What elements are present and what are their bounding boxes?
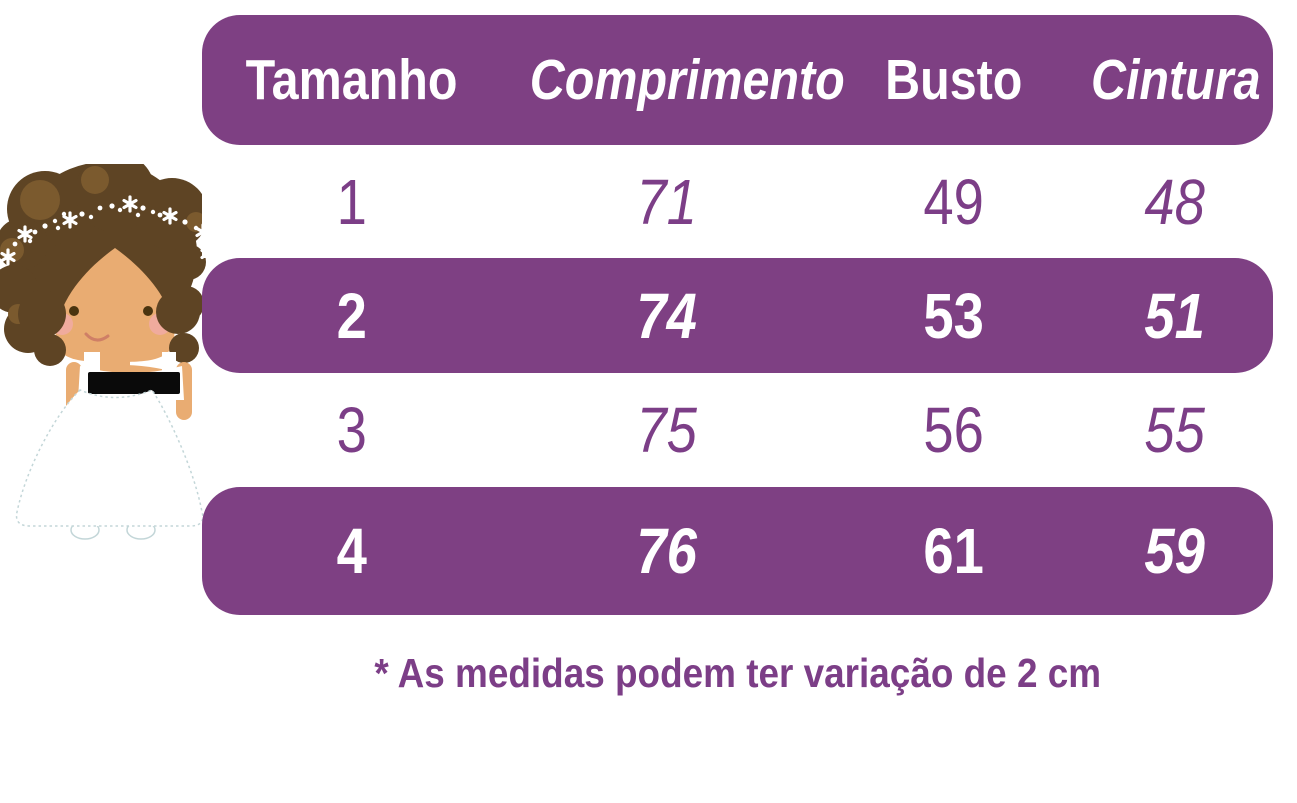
header-cell-tamanho: Tamanho <box>246 48 458 112</box>
cell-bust: 49 <box>923 165 985 238</box>
cell-waist: 51 <box>1144 279 1205 352</box>
cell-waist: 48 <box>1144 165 1205 238</box>
cell-bust: 56 <box>923 394 985 466</box>
eyes <box>69 306 153 316</box>
header-cell-comprimento: Comprimento <box>529 48 845 112</box>
smile <box>84 332 110 342</box>
header-cell-busto: Busto <box>885 48 1023 112</box>
cell-waist: 55 <box>1144 394 1205 466</box>
table-row: 2 74 53 51 <box>202 258 1273 373</box>
cell-size: 1 <box>336 165 368 238</box>
table-row: 3 75 56 55 <box>202 373 1273 487</box>
table-row: 1 71 49 48 <box>202 145 1273 258</box>
cell-size: 2 <box>336 279 368 352</box>
measurement-disclaimer: * As medidas podem ter variação de 2 cm <box>374 650 1101 696</box>
cell-length: 75 <box>636 394 698 466</box>
cell-size: 4 <box>336 515 368 587</box>
cell-bust: 61 <box>923 515 985 587</box>
cell-length: 76 <box>636 515 698 587</box>
cell-size: 3 <box>336 394 368 466</box>
hair-flowers <box>0 195 216 266</box>
flower-girl-illustration <box>0 164 216 540</box>
size-chart-table: Tamanho Comprimento Busto Cintura 1 71 4… <box>202 15 1273 697</box>
dress-skirt <box>15 389 204 527</box>
cell-bust: 53 <box>923 279 985 352</box>
dress-sash <box>88 372 180 394</box>
cell-length: 71 <box>636 165 698 238</box>
table-header-row: Tamanho Comprimento Busto Cintura <box>202 15 1273 145</box>
cell-waist: 59 <box>1144 515 1205 587</box>
cell-length: 74 <box>636 279 698 352</box>
header-cell-cintura: Cintura <box>1090 48 1261 112</box>
hair-side-curls <box>18 290 200 366</box>
table-row: 4 76 61 59 <box>202 487 1273 615</box>
